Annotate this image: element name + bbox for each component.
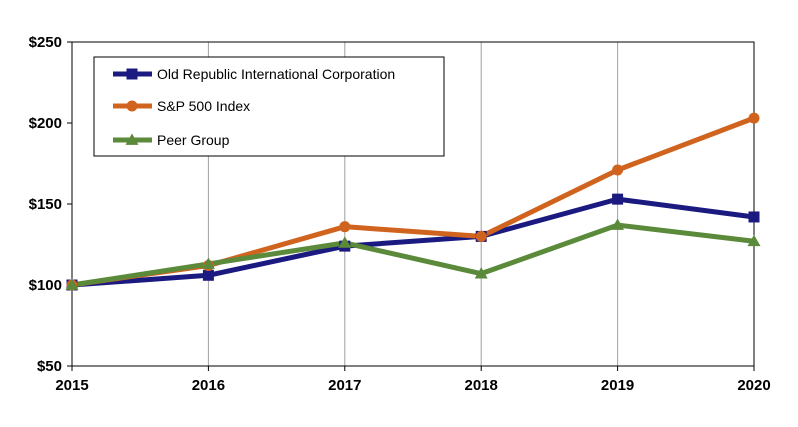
data-point-peer-group: [474, 267, 488, 279]
x-tick-label: 2019: [601, 377, 634, 394]
series-line-peer-group: [69, 222, 757, 288]
y-tick-label: $200: [29, 115, 62, 132]
data-point-s-p-500-index: [339, 221, 351, 233]
data-point-peer-group: [65, 278, 79, 290]
legend-box: [93, 56, 445, 157]
data-point-old-republic-international-corporation: [202, 269, 214, 281]
legend-marker-s-p-500-index: [126, 100, 138, 112]
legend-marker-peer-group: [125, 133, 139, 145]
series-markers: [65, 112, 761, 291]
data-point-old-republic-international-corporation: [612, 193, 624, 205]
y-tick-label: $250: [29, 34, 62, 51]
legend-label-peer-group: Peer Group: [157, 132, 230, 148]
data-point-peer-group: [338, 236, 352, 248]
y-tick-label: $50: [37, 358, 62, 375]
x-tick-label: 2018: [465, 377, 498, 394]
data-point-s-p-500-index: [612, 164, 624, 176]
axes: 2015 2016 2017 2018 2019 2020 $50 $100 $150 $200 $…: [29, 34, 771, 394]
x-tick-label: 2015: [55, 377, 88, 394]
series-line-old-republic-international-corporation: [69, 196, 757, 288]
data-point-s-p-500-index: [475, 230, 487, 242]
data-point-s-p-500-index: [748, 112, 760, 124]
legend-label-old-republic-international-corporation: Old Republic International Corporation: [157, 66, 395, 82]
y-tick-label: $150: [29, 196, 62, 213]
data-point-old-republic-international-corporation: [748, 211, 760, 223]
series-lines: [69, 115, 757, 288]
data-point-peer-group: [747, 234, 761, 247]
x-tick-label: 2020: [737, 377, 770, 394]
data-point-peer-group: [611, 218, 625, 230]
legend-marker-old-republic-international-corporation: [126, 68, 138, 80]
x-tick-label: 2016: [192, 377, 225, 394]
legend-label-s-p-500-index: S&P 500 Index: [157, 98, 250, 114]
legend: Old Republic International Corporation S&…: [93, 56, 445, 157]
x-tick-label: 2017: [328, 377, 361, 394]
data-point-peer-group: [201, 257, 215, 269]
y-tick-label: $100: [29, 277, 62, 294]
